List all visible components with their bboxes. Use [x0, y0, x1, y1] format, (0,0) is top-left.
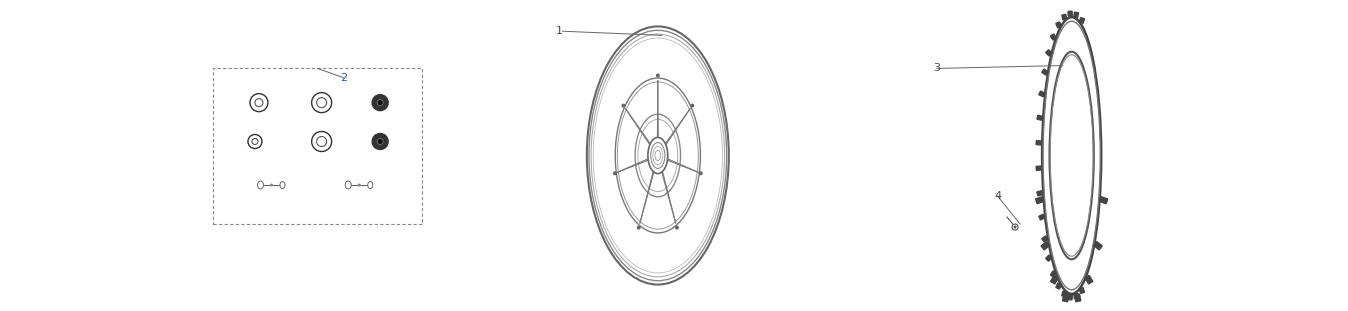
Polygon shape: [1037, 166, 1041, 170]
Polygon shape: [1039, 214, 1045, 220]
Polygon shape: [1037, 141, 1041, 145]
Ellipse shape: [255, 99, 263, 107]
Polygon shape: [1093, 242, 1103, 250]
Polygon shape: [1062, 14, 1066, 20]
Ellipse shape: [248, 134, 262, 149]
Polygon shape: [1042, 236, 1047, 242]
Ellipse shape: [690, 104, 694, 108]
Ellipse shape: [621, 104, 625, 108]
Ellipse shape: [675, 225, 679, 230]
Polygon shape: [1046, 255, 1051, 261]
Polygon shape: [1074, 12, 1078, 17]
Ellipse shape: [317, 98, 326, 108]
Polygon shape: [1080, 288, 1085, 294]
Polygon shape: [1050, 34, 1057, 40]
Ellipse shape: [257, 181, 263, 189]
Ellipse shape: [311, 132, 332, 151]
Polygon shape: [1055, 283, 1061, 289]
Polygon shape: [1035, 197, 1043, 204]
Polygon shape: [1062, 291, 1066, 297]
Polygon shape: [1039, 91, 1045, 97]
Ellipse shape: [252, 138, 257, 145]
Ellipse shape: [656, 73, 659, 77]
Polygon shape: [1085, 276, 1093, 284]
Ellipse shape: [372, 133, 388, 150]
Polygon shape: [1080, 17, 1085, 23]
Polygon shape: [1074, 294, 1078, 299]
Ellipse shape: [345, 181, 352, 189]
Polygon shape: [1050, 271, 1057, 277]
Polygon shape: [1062, 294, 1069, 302]
Ellipse shape: [357, 183, 361, 187]
Ellipse shape: [698, 171, 702, 175]
Ellipse shape: [317, 137, 326, 146]
Polygon shape: [1041, 242, 1050, 250]
Ellipse shape: [368, 182, 373, 188]
Ellipse shape: [311, 93, 332, 113]
Text: 2: 2: [340, 73, 348, 83]
Polygon shape: [1037, 115, 1042, 120]
Polygon shape: [1050, 276, 1058, 284]
Ellipse shape: [270, 183, 274, 187]
Polygon shape: [1068, 295, 1072, 300]
Polygon shape: [1074, 294, 1081, 302]
Polygon shape: [1037, 191, 1042, 196]
Ellipse shape: [372, 95, 388, 111]
Polygon shape: [1068, 11, 1072, 16]
Ellipse shape: [377, 138, 383, 145]
Ellipse shape: [280, 182, 284, 188]
Text: 3: 3: [933, 63, 941, 73]
Polygon shape: [1042, 69, 1047, 75]
Ellipse shape: [1014, 225, 1016, 229]
Polygon shape: [1100, 197, 1108, 204]
Ellipse shape: [636, 225, 640, 230]
Polygon shape: [1055, 22, 1061, 28]
Ellipse shape: [377, 100, 383, 106]
Text: 4: 4: [993, 191, 1002, 201]
Ellipse shape: [249, 94, 268, 112]
Ellipse shape: [1012, 224, 1018, 230]
Text: 1: 1: [555, 26, 563, 36]
Polygon shape: [1046, 50, 1051, 56]
Ellipse shape: [613, 171, 617, 175]
